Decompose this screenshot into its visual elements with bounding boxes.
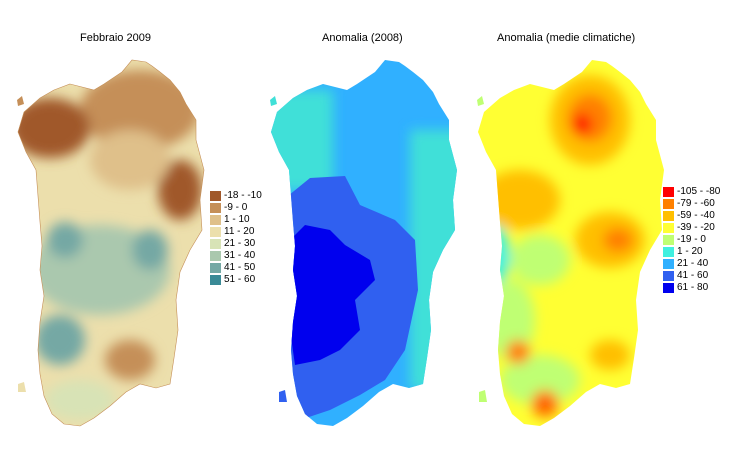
legend-item: -59 - -40 [662, 210, 720, 222]
legend-label: 31 - 40 [224, 250, 256, 261]
legend-swatch [209, 190, 222, 202]
legend-item: 21 - 40 [662, 258, 720, 270]
legend-label: 1 - 10 [224, 214, 250, 225]
legend-item: -39 - -20 [662, 222, 720, 234]
legend-item: 61 - 80 [662, 282, 720, 294]
legend-item: -79 - -60 [662, 198, 720, 210]
legend-item: 1 - 20 [662, 246, 720, 258]
panel-title-february-2009: Febbraio 2009 [80, 32, 151, 44]
legend-swatch [209, 262, 222, 274]
legend-label: 41 - 60 [677, 270, 709, 281]
map-anomalia-medie-climatiche [477, 60, 664, 426]
legend-item: -18 - -10 [209, 190, 262, 202]
legend-label: -105 - -80 [677, 186, 721, 197]
legend-label: 51 - 60 [224, 274, 256, 285]
legend-swatch [209, 238, 222, 250]
legend-swatch [662, 282, 675, 294]
legend-swatch [662, 270, 675, 282]
legend-swatch [662, 198, 675, 210]
legend-swatch [662, 258, 675, 270]
legend-label: -18 - -10 [224, 190, 262, 201]
legend-label: 1 - 20 [677, 246, 703, 257]
legend-item: -9 - 0 [209, 202, 262, 214]
legend-label: 21 - 40 [677, 258, 709, 269]
legend-item: 31 - 40 [209, 250, 262, 262]
legend-swatch [209, 250, 222, 262]
legend-label: -59 - -40 [677, 210, 715, 221]
legend-swatch [662, 222, 675, 234]
legend-anomalia-medie-climatiche: -105 - -80 -79 - -60 -59 - -40 -39 - -20 -19… [662, 186, 720, 294]
legend-label: 11 - 20 [224, 226, 255, 237]
legend-item: 41 - 50 [209, 262, 262, 274]
legend-item: -105 - -80 [662, 186, 720, 198]
legend-label: -79 - -60 [677, 198, 715, 209]
legend-swatch [662, 246, 675, 258]
legend-item: 51 - 60 [209, 274, 262, 286]
legend-swatch [209, 202, 222, 214]
legend-item: 1 - 10 [209, 214, 262, 226]
legend-swatch [209, 274, 222, 286]
legend-item: -19 - 0 [662, 234, 720, 246]
legend-item: 21 - 30 [209, 238, 262, 250]
panel-title-anomaly-climate: Anomalia (medie climatiche) [497, 32, 636, 44]
map-febbraio-2009 [17, 59, 205, 427]
legend-label: -9 - 0 [224, 202, 248, 213]
legend-swatch [662, 234, 675, 246]
legend-label: -19 - 0 [677, 234, 706, 245]
legend-swatch [209, 226, 222, 238]
legend-swatch [209, 214, 222, 226]
legend-label: 61 - 80 [677, 282, 709, 293]
legend-label: 41 - 50 [224, 262, 256, 273]
legend-label: -39 - -20 [677, 222, 715, 233]
legend-item: 11 - 20 [209, 226, 262, 238]
legend-item: 41 - 60 [662, 270, 720, 282]
legend-label: 21 - 30 [224, 238, 256, 249]
map-anomalia-2008 [270, 60, 457, 426]
legend-swatch [662, 210, 675, 222]
panel-title-anomaly-2008: Anomalia (2008) [322, 32, 403, 44]
legend-swatch [662, 186, 675, 198]
